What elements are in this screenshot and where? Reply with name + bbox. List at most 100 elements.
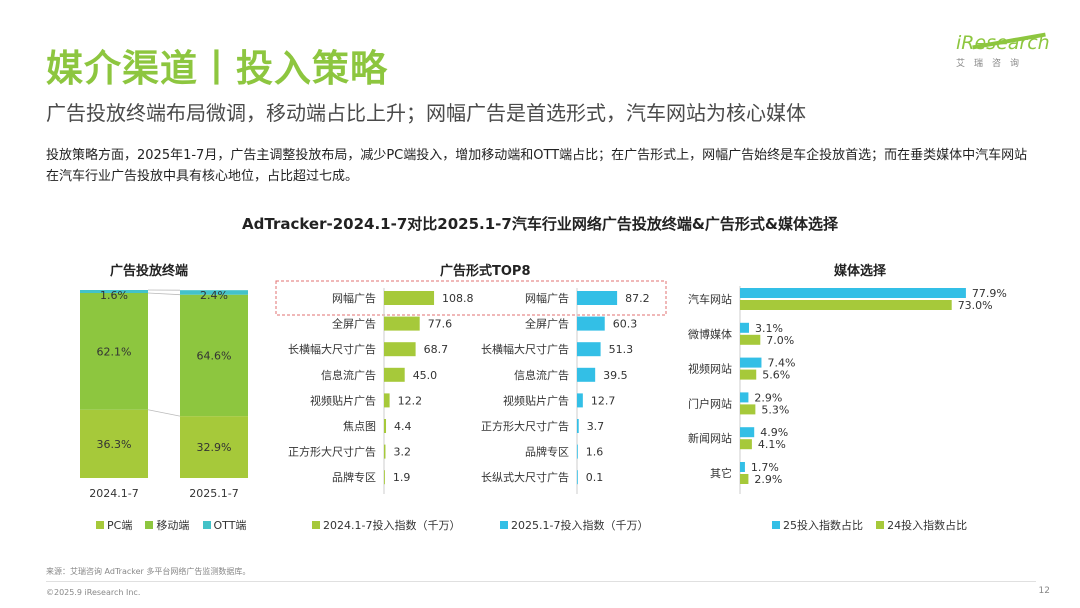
format-value-label: 39.5 — [603, 369, 628, 382]
terminal-legend: PC端 移动端 OTT端 — [96, 514, 254, 533]
media-category-label: 微博媒体 — [688, 327, 732, 341]
format-bar — [384, 291, 435, 305]
format-value-label: 77.6 — [428, 318, 453, 331]
stack-segment-2-1 — [180, 290, 248, 295]
format-legend-2024: 2024.1-7投入指数（千万） — [312, 514, 468, 533]
legend-swatch — [202, 521, 211, 529]
format-value-label: 1.9 — [393, 471, 411, 484]
legend-swatch — [772, 521, 780, 529]
format-value-label: 4.4 — [394, 420, 412, 433]
media-bar-chart: 汽车网站 77.9%73.0% 微博媒体 3.1%7.0% 视频网站 7.4%5.6% 门户… — [688, 286, 1007, 494]
page-title: 媒介渠道丨投入策略 — [46, 47, 388, 90]
stack-label: 32.9% — [197, 441, 232, 454]
format-value-label: 1.6 — [586, 446, 604, 459]
legend-item-2025: 2025.1-7投入指数（千万） — [500, 517, 648, 533]
stack-label: 62.1% — [97, 345, 132, 358]
legend-item-24: 24投入指数占比 — [876, 517, 967, 533]
legend-label: 2025.1-7投入指数（千万） — [511, 519, 649, 532]
media-value-label: 7.4% — [767, 357, 795, 370]
media-value-label: 2.9% — [754, 391, 782, 404]
page-subtitle: 广告投放终端布局微调，移动端占比上升；网幅广告是首选形式，汽车网站为核心媒体 — [46, 101, 806, 125]
format-bar — [384, 316, 420, 331]
media-value-label: 4.1% — [758, 438, 786, 451]
media-chart-title: 媒体选择 — [834, 264, 887, 279]
format-value-label: 12.2 — [398, 394, 423, 407]
iresearch-logo: iResearch 艾瑞咨询 — [956, 32, 1050, 72]
media-bar — [740, 462, 745, 472]
footer-divider — [46, 581, 1036, 582]
legend-label: 24投入指数占比 — [887, 519, 968, 532]
stack-connector — [147, 292, 181, 296]
format-category-label: 正方形大尺寸广告 — [288, 445, 376, 459]
terminal-chart-title: 广告投放终端 — [110, 264, 189, 279]
media-value-label: 73.0% — [958, 299, 993, 312]
terminal-stacked-bar-chart: 36.3% 62.1% 1.6% 2024.1-7 32.9% 64.6% 2.4% 2025… — [80, 289, 248, 500]
media-category-label: 视频网站 — [688, 362, 732, 376]
format-bar — [384, 470, 385, 485]
media-value-label: 5.6% — [762, 369, 790, 382]
media-category-label: 其它 — [710, 466, 732, 480]
format-category-label: 网幅广告 — [525, 292, 569, 305]
stack-segment-1-1 — [180, 294, 248, 417]
format-category-label: 长纵式大尺寸广告 — [481, 470, 569, 484]
format-bar — [577, 342, 601, 357]
legend-label: PC端 — [107, 519, 133, 532]
format-bar — [577, 444, 578, 459]
media-category-label: 新闻网站 — [688, 431, 732, 445]
media-value-label: 1.7% — [751, 461, 779, 474]
format-category-label: 正方形大尺寸广告 — [481, 419, 569, 433]
legend-item-pc: PC端 — [96, 517, 132, 533]
legend-item-2024: 2024.1-7投入指数（千万） — [312, 517, 460, 533]
format-value-label: 3.2 — [393, 446, 411, 459]
format-value-label: 45.0 — [413, 369, 438, 382]
format-bar — [577, 291, 618, 305]
legend-swatch — [96, 521, 104, 529]
format-legend-2025: 2025.1-7投入指数（千万） — [500, 514, 656, 533]
source-note: 来源：艾瑞咨询 AdTracker 多平台网络广告监测数据库。 — [46, 567, 251, 576]
format-category-label: 焦点图 — [343, 420, 376, 433]
chart-main-title: AdTracker-2024.1-7对比2025.1-7汽车行业网络广告投放终端… — [242, 215, 838, 233]
format-value-label: 87.2 — [625, 292, 650, 305]
stack-label: 36.3% — [97, 438, 132, 451]
legend-label: 25投入指数占比 — [783, 519, 863, 532]
format-bar — [384, 444, 386, 459]
copyright: ©2025.9 iResearch Inc. — [46, 588, 141, 597]
media-bar — [740, 474, 749, 484]
format-bar — [384, 393, 390, 408]
media-bar — [740, 369, 757, 380]
format-value-label: 12.7 — [591, 394, 616, 407]
legend-swatch — [312, 521, 320, 529]
format-category-label: 品牌专区 — [332, 470, 376, 484]
media-legend: 25投入指数占比 24投入指数占比 — [772, 514, 975, 533]
media-bar — [740, 392, 749, 403]
highlight-box — [275, 280, 667, 316]
media-value-label: 5.3% — [761, 403, 789, 416]
format-bar — [384, 419, 387, 433]
stack-connector — [147, 409, 181, 417]
media-value-label: 77.9% — [972, 287, 1007, 300]
format-bar-chart: 网幅广告 108.8 全屏广告 77.6 长横幅大尺寸广告 68.7 信息流广告 45.0 视频… — [275, 280, 667, 494]
format-value-label: 0.1 — [586, 471, 604, 484]
format-bar — [577, 367, 596, 382]
legend-swatch — [500, 521, 508, 529]
format-bar — [384, 342, 416, 357]
legend-label: OTT端 — [213, 519, 247, 532]
media-category-label: 汽车网站 — [688, 292, 732, 306]
stack-category-label: 2025.1-7 — [189, 487, 238, 500]
media-value-label: 7.0% — [766, 334, 794, 347]
media-bar — [740, 300, 952, 310]
stack-segment-0-0 — [80, 409, 148, 478]
media-category-label: 门户网站 — [688, 396, 732, 410]
media-value-label: 3.1% — [755, 322, 783, 335]
media-bar — [740, 427, 755, 438]
stack-segment-2-0 — [80, 290, 148, 294]
stack-segment-1-0 — [80, 293, 148, 410]
stack-category-label: 2024.1-7 — [89, 487, 138, 500]
legend-label: 移动端 — [156, 519, 190, 532]
format-category-label: 信息流广告 — [514, 368, 569, 382]
format-value-label: 108.8 — [442, 292, 474, 305]
legend-item-ott: OTT端 — [202, 517, 247, 533]
format-category-label: 品牌专区 — [525, 445, 569, 459]
format-bar — [384, 367, 405, 382]
